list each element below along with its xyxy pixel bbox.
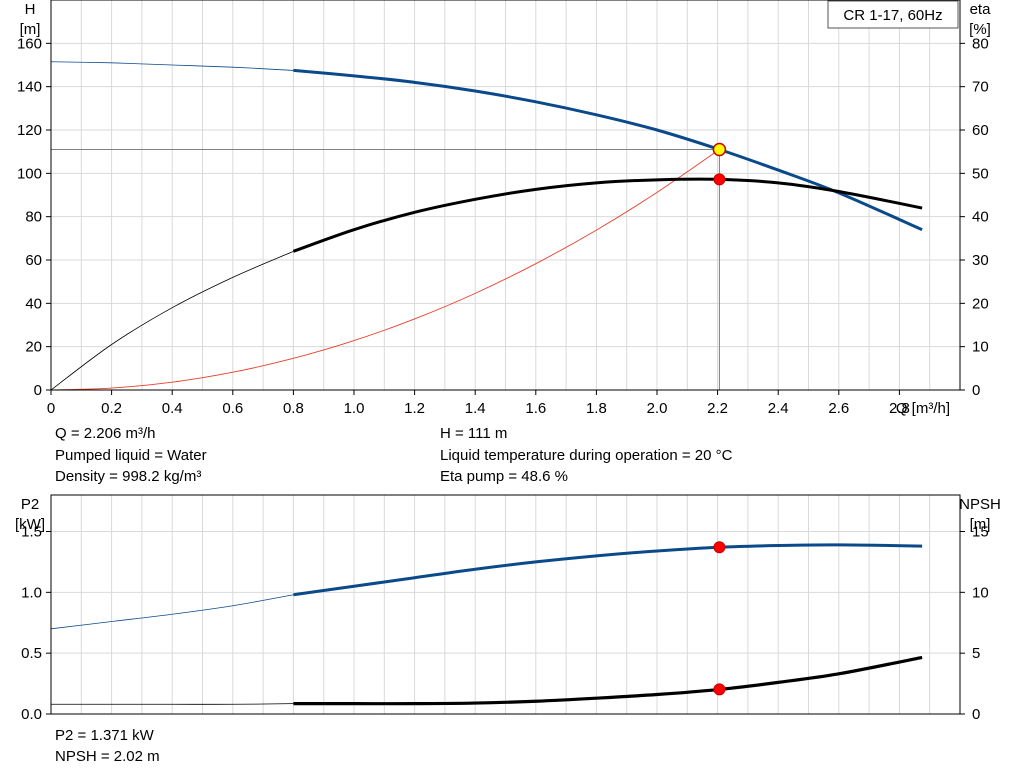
y-left-axis-label: [m] [20,21,41,38]
top-series-0-low-flow [50,61,294,71]
y-right-tick-label: 0 [972,382,980,399]
info-npsh: NPSH = 2.02 m [55,748,160,765]
y-left-axis-label: H [25,1,36,18]
x-tick-label: 1.0 [344,400,365,417]
x-tick-label: 2.6 [828,400,849,417]
top-series-1-low-flow [50,250,294,391]
y-left-tick-label: 1.5 [21,524,42,541]
y-right-tick-label: 15 [972,524,989,541]
info-power: P2 = 1.371 kW [55,727,155,744]
bottom-plot-frame [50,494,961,715]
x-tick-label: 0.2 [101,400,122,417]
y-left-tick-label: 40 [25,295,42,312]
y-right-tick-label: 20 [972,295,989,312]
x-tick-label: 0.6 [222,400,243,417]
y-right-tick-label: 5 [972,645,980,662]
y-right-axis-label: [m] [970,516,991,533]
bottom-series-1-curve [293,655,923,706]
x-tick-label: 1.8 [586,400,607,417]
y-right-tick-label: 10 [972,339,989,356]
y-left-tick-label: 0 [34,382,42,399]
y-right-tick-label: 50 [972,165,989,182]
y-right-tick-label: 30 [972,252,989,269]
y-left-tick-label: 100 [17,165,42,182]
y-left-tick-label: 120 [17,122,42,139]
y-left-axis-label: [kW] [15,516,45,533]
y-left-tick-label: 60 [25,252,42,269]
info-head: H = 111 m [440,425,507,442]
bottom-series-1-low-flow [51,703,294,705]
chart-title: CR 1-17, 60Hz [843,7,942,24]
x-tick-label: 1.4 [465,400,486,417]
x-tick-label: 2.2 [707,400,728,417]
y-right-tick-label: 0 [972,706,980,723]
x-tick-label: 1.6 [525,400,546,417]
chart-title-box [827,0,959,29]
bottom-plot-curves [50,541,923,706]
npsh-duty-point [713,683,726,696]
power-duty-point [713,541,726,554]
y-right-tick-label: 60 [972,122,989,139]
x-tick-label: 0.4 [162,400,183,417]
y-right-tick-label: 70 [972,79,989,96]
y-right-tick-label: 80 [972,35,989,52]
x-tick-label: 1.2 [404,400,425,417]
y-right-axis-label: [%] [969,21,991,38]
y-left-tick-label: 160 [17,35,42,52]
y-right-axis-label: NPSH [959,496,1001,513]
y-right-axis-label: eta [970,1,992,18]
bottom-series-0-curve [293,543,923,597]
top-plot-curves [50,61,923,391]
top-plot-grid [51,0,960,390]
x-tick-label: 0 [47,400,55,417]
info-eta: Eta pump = 48.6 % [440,468,568,485]
y-right-tick-label: 10 [972,584,989,601]
info-liquid: Pumped liquid = Water [55,447,207,464]
system-curve [50,149,720,391]
y-right-tick-label: 40 [972,209,989,226]
y-left-axis-label: P2 [21,496,39,513]
info-temperature: Liquid temperature during operation = 20… [440,447,733,464]
x-tick-label: 2.8 [889,400,910,417]
x-axis-label: Q [m³/h] [896,400,950,417]
info-flow: Q = 2.206 m³/h [55,425,155,442]
y-left-tick-label: 0.0 [21,706,42,723]
top-plot-axes: 0 20 40 60 80 100 120 140 160 0 10 20 30 40 50 60 70 80 H [… [17,0,991,417]
eta-duty-point [713,173,726,186]
y-left-tick-label: 1.0 [21,584,42,601]
top-plot-frame [50,0,961,391]
y-left-tick-label: 80 [25,209,42,226]
x-tick-label: 0.8 [283,400,304,417]
bottom-plot-axes: 0.0 0.5 1.0 1.5 0 5 10 15 P2 [kW] NPSH [m] [15,494,1001,723]
top-series-1-curve [292,177,923,253]
head-duty-point [712,142,727,157]
y-left-tick-label: 20 [25,339,42,356]
x-tick-label: 2.4 [768,400,789,417]
x-tick-label: 2.0 [647,400,668,417]
bottom-plot-grid [51,495,960,714]
y-left-tick-label: 0.5 [21,645,42,662]
y-left-tick-label: 140 [17,79,42,96]
top-series-0-curve [293,68,923,232]
info-density: Density = 998.2 kg/m³ [55,468,201,485]
bottom-series-0-low-flow [50,594,294,630]
